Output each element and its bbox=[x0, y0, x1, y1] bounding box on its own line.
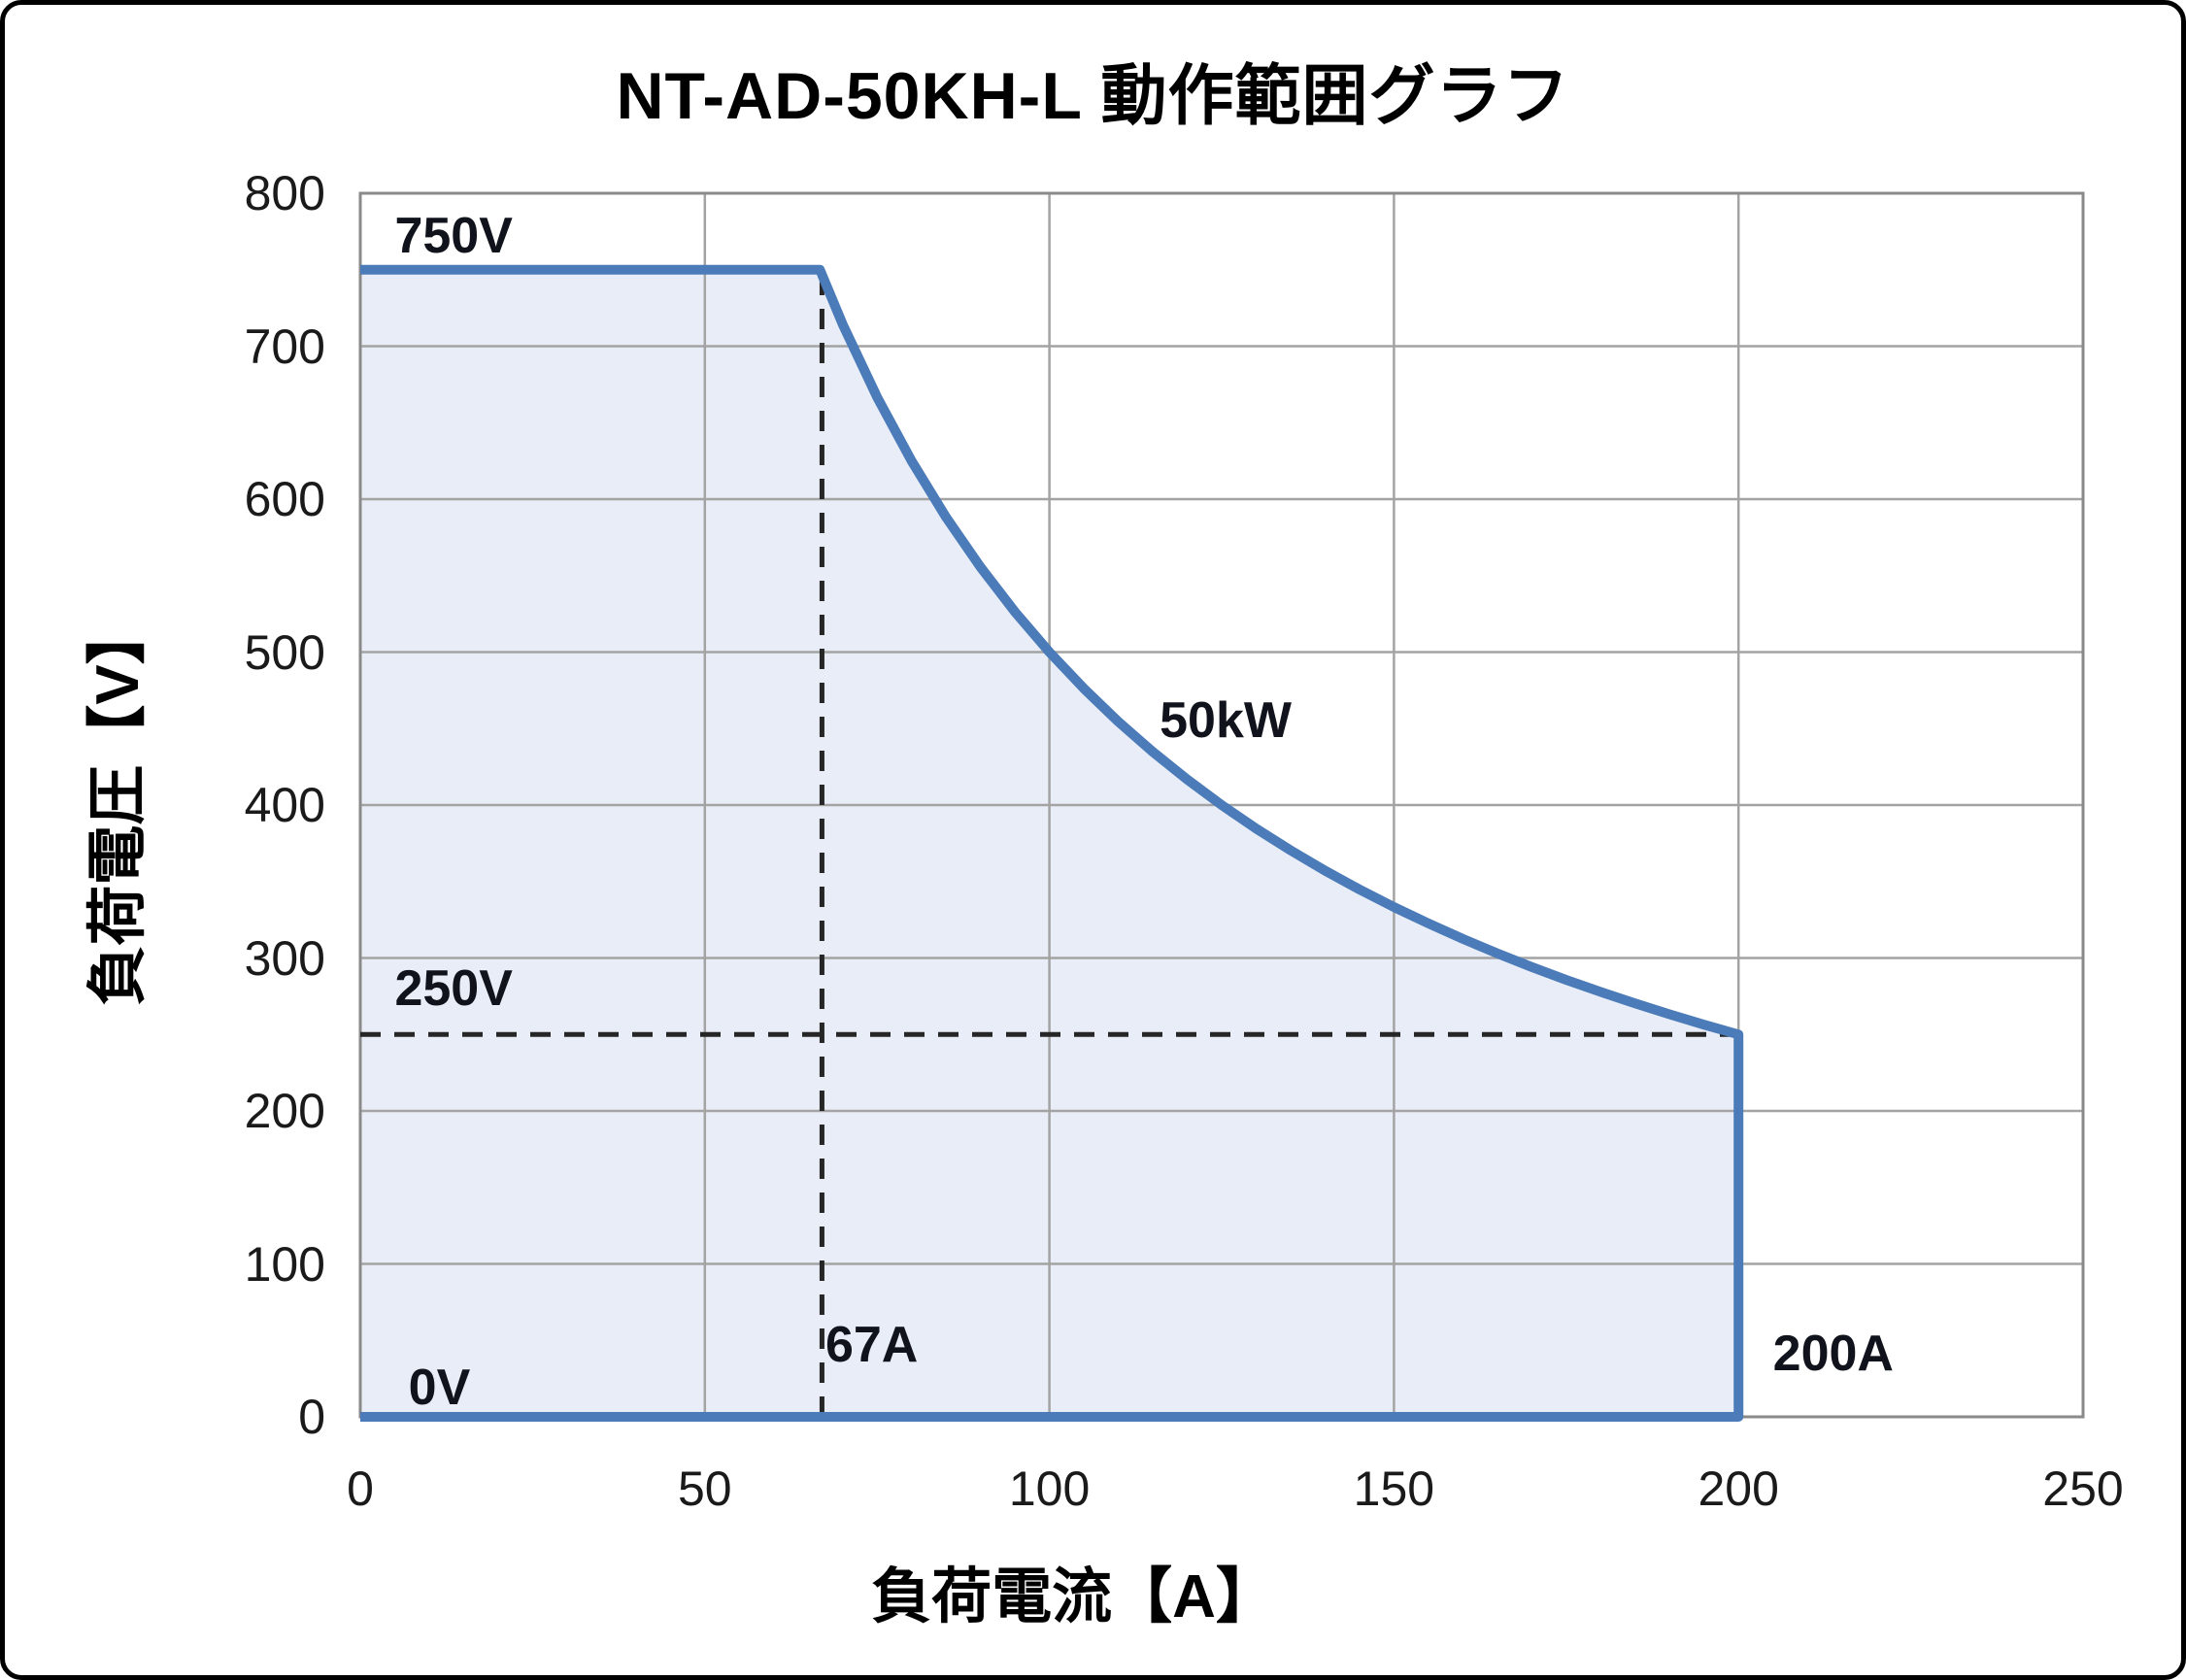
y-tick-label-400: 400 bbox=[244, 778, 325, 832]
x-tick-label-0: 0 bbox=[347, 1462, 374, 1516]
x-tick-label-50: 50 bbox=[677, 1462, 732, 1516]
annotation-0v: 0V bbox=[408, 1360, 471, 1417]
x-tick-label-150: 150 bbox=[1353, 1462, 1435, 1516]
y-tick-label-100: 100 bbox=[244, 1236, 325, 1292]
y-tick-label-600: 600 bbox=[244, 472, 325, 526]
annotation-250v: 250V bbox=[394, 960, 513, 1017]
annotation-67a: 67A bbox=[824, 1316, 919, 1373]
x-tick-label-250: 250 bbox=[2042, 1462, 2124, 1516]
y-tick-label-800: 800 bbox=[244, 166, 325, 220]
y-tick-label-200: 200 bbox=[244, 1084, 325, 1138]
x-tick-label-100: 100 bbox=[1008, 1462, 1091, 1516]
y-tick-label-700: 700 bbox=[244, 319, 325, 374]
y-tick-label-0: 0 bbox=[298, 1390, 325, 1444]
x-axis-title: 負荷電流【A】 bbox=[871, 1563, 1276, 1630]
annotation-200a: 200A bbox=[1772, 1326, 1894, 1383]
annotation-750v: 750V bbox=[394, 208, 513, 265]
x-tick-label-200: 200 bbox=[1698, 1462, 1779, 1516]
y-tick-label-500: 500 bbox=[244, 624, 325, 680]
plot-area bbox=[358, 191, 2085, 1422]
annotation-50kw: 50kW bbox=[1160, 692, 1292, 750]
y-axis-title: 負荷電圧【V】 bbox=[84, 604, 151, 1006]
chart-title: NT-AD-50KH-L 動作範囲グラフ bbox=[616, 59, 1570, 133]
y-tick-label-300: 300 bbox=[244, 930, 325, 986]
boundary-curve bbox=[360, 264, 1744, 1422]
